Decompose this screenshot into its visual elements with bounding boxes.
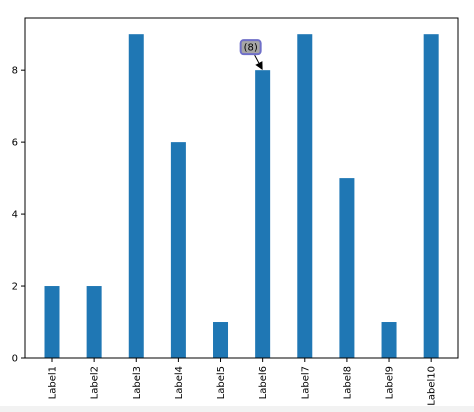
x-tick-label: Label1 xyxy=(48,366,59,399)
y-tick-label: 8 xyxy=(12,66,18,77)
y-tick-label: 2 xyxy=(12,282,18,293)
x-tick-label: Label10 xyxy=(427,366,438,406)
annotation-box xyxy=(239,39,262,56)
bars-group xyxy=(44,34,439,359)
x-tick-label: Label4 xyxy=(174,366,185,399)
annotation-label: (8) xyxy=(244,43,258,54)
bar-label3 xyxy=(128,34,144,358)
plot-frame xyxy=(24,17,459,359)
x-tick-label: Label6 xyxy=(258,366,269,399)
x-tick-label: Label8 xyxy=(342,366,353,399)
annotation: (8) xyxy=(239,39,263,71)
x-tick-label: Label3 xyxy=(132,366,143,399)
bar-label1 xyxy=(44,286,60,358)
bar-label9 xyxy=(381,322,397,358)
x-axis: Label1 Label2 Label3 Label4 Label5 Label6 Labe… xyxy=(48,358,438,406)
bar-label5 xyxy=(213,322,229,358)
bar-label10 xyxy=(423,34,439,358)
y-axis: 0 2 4 6 8 xyxy=(12,66,25,365)
bar-label4 xyxy=(170,142,186,358)
bar-label6 xyxy=(255,70,271,359)
x-tick-label: Label2 xyxy=(90,366,101,399)
bar-label8 xyxy=(339,178,355,358)
x-tick-label: Label7 xyxy=(300,366,311,399)
bar-label7 xyxy=(297,34,313,358)
window-bottom-strip xyxy=(0,406,474,412)
y-tick-label: 0 xyxy=(12,354,18,365)
bar-label2 xyxy=(86,286,102,358)
x-tick-label: Label5 xyxy=(216,366,227,399)
y-tick-label: 6 xyxy=(12,138,18,149)
y-tick-label: 4 xyxy=(12,210,18,221)
x-tick-label: Label9 xyxy=(385,366,396,399)
annotation-arrow xyxy=(254,54,263,71)
